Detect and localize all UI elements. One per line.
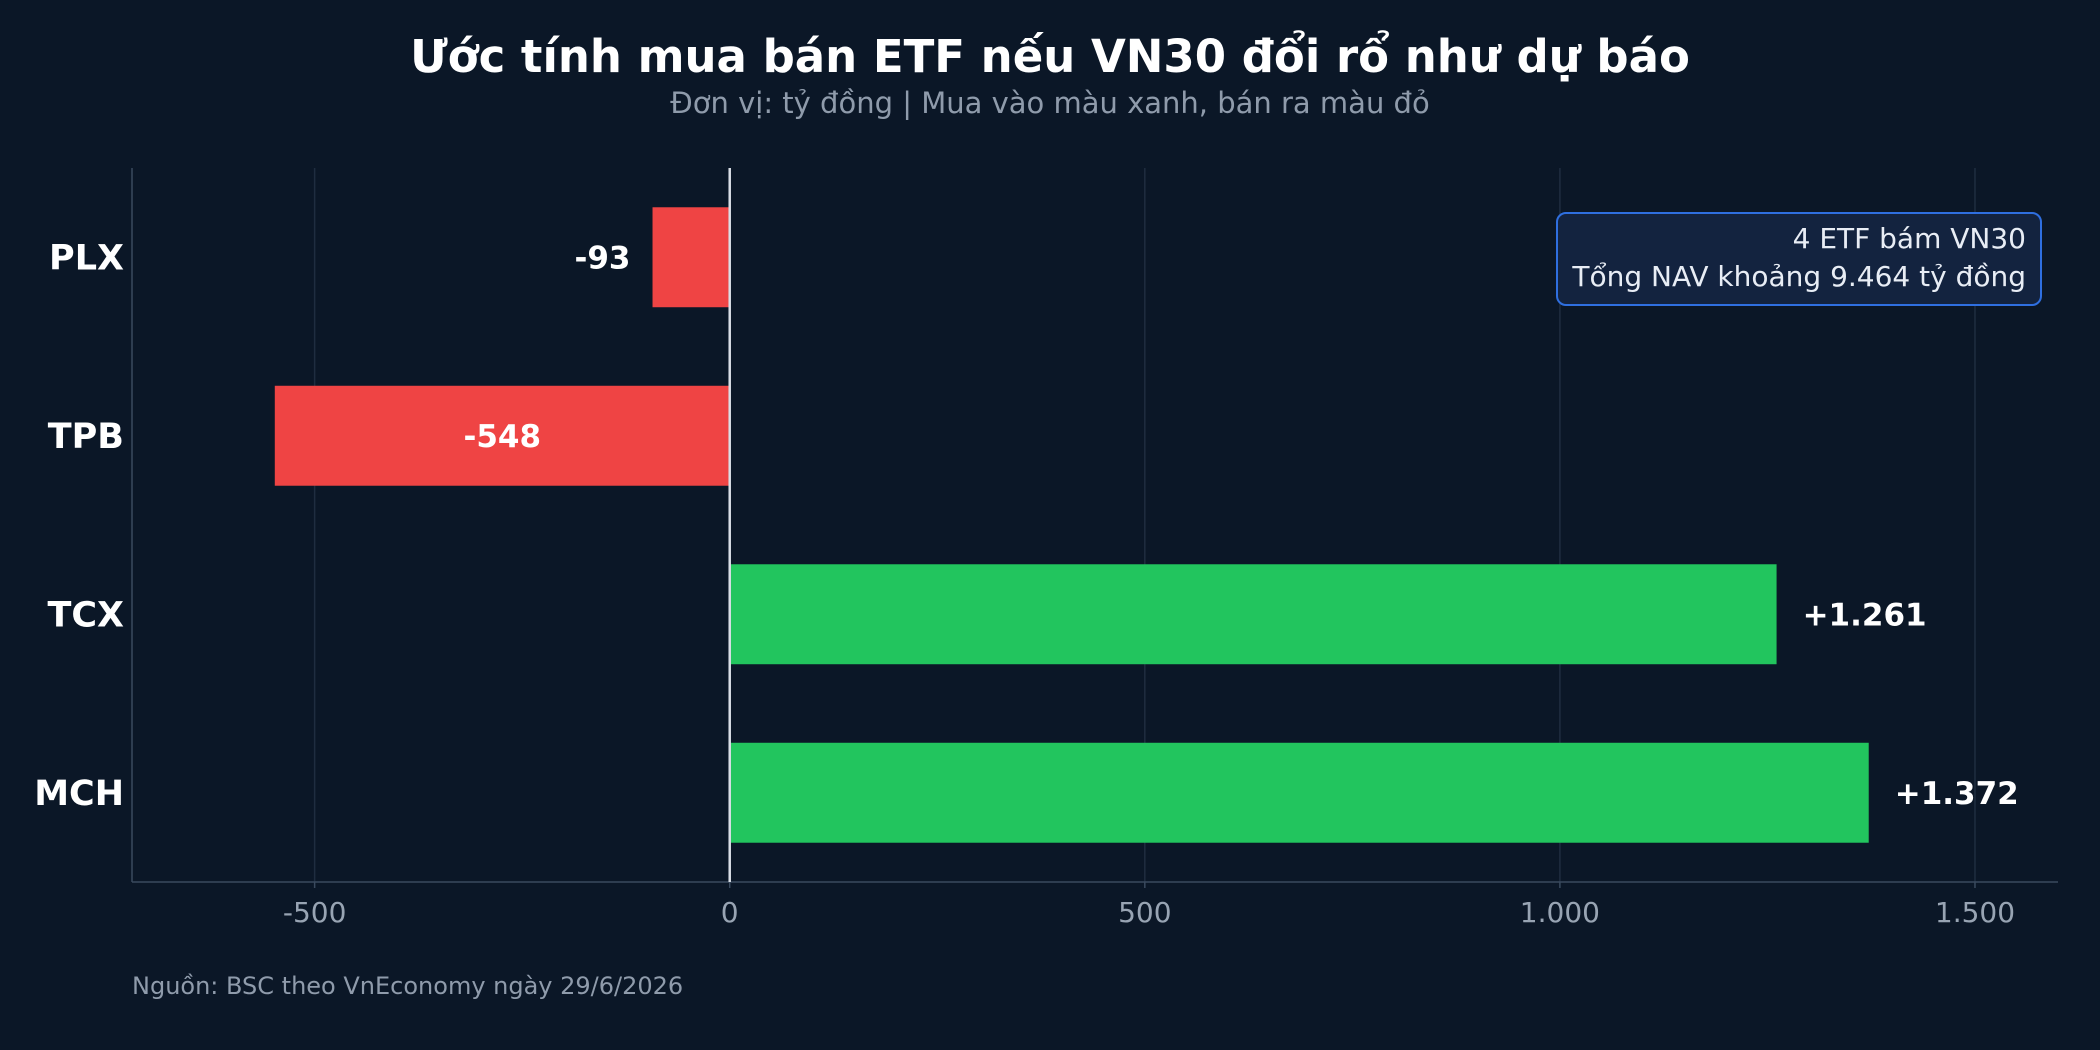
bar-plx bbox=[652, 207, 730, 308]
bar-mch bbox=[729, 742, 1869, 843]
chart-title: Ước tính mua bán ETF nếu VN30 đổi rổ như… bbox=[410, 30, 1690, 83]
y-category-label: MCH bbox=[34, 774, 124, 814]
x-tick-label: -500 bbox=[283, 896, 347, 929]
y-category-label: TPB bbox=[48, 417, 124, 457]
y-category-label: TCX bbox=[47, 595, 124, 635]
chart-subtitle: Đơn vị: tỷ đồng | Mua vào màu xanh, bán … bbox=[670, 86, 1430, 120]
bar-value-label: +1.261 bbox=[1803, 597, 1927, 633]
x-tick-label: 500 bbox=[1118, 896, 1171, 929]
etf-info-box: 4 ETF bám VN30 Tổng NAV khoảng 9.464 tỷ … bbox=[1556, 212, 2042, 306]
x-tick-label: 1.000 bbox=[1520, 896, 1600, 929]
bar-value-label: -548 bbox=[463, 419, 541, 455]
bar-value-label: +1.372 bbox=[1895, 776, 2019, 812]
bar-tpb bbox=[274, 385, 730, 486]
y-category-label: PLX bbox=[49, 238, 124, 278]
bar-value-label: -93 bbox=[575, 240, 631, 276]
x-tick-label: 1.500 bbox=[1935, 896, 2015, 929]
info-line-nav-total: Tổng NAV khoảng 9.464 tỷ đồng bbox=[1572, 260, 2026, 293]
x-tick-label: 0 bbox=[721, 896, 739, 929]
source-note: Nguồn: BSC theo VnEconomy ngày 29/6/2026 bbox=[132, 972, 684, 1000]
info-line-etf-count: 4 ETF bám VN30 bbox=[1792, 222, 2026, 255]
bar-tcx bbox=[729, 564, 1777, 665]
